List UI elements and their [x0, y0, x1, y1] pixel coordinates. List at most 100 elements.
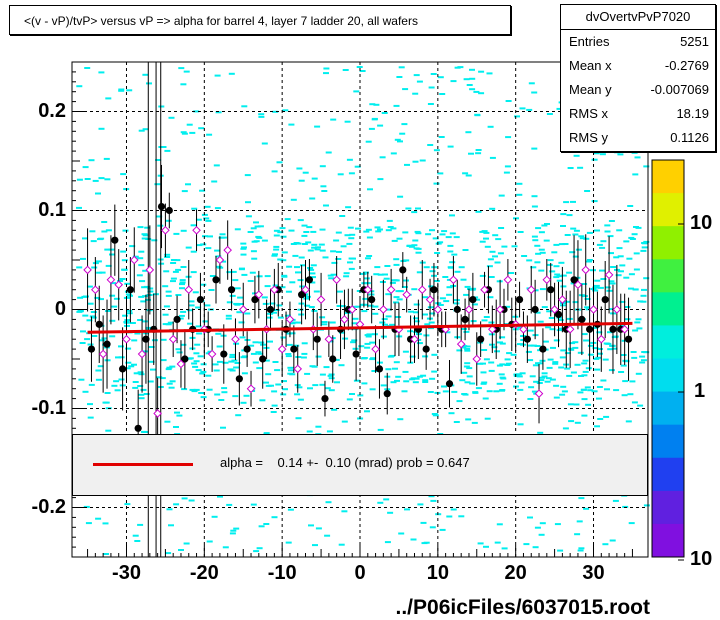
heatmap-cell	[226, 301, 233, 304]
point-open	[495, 305, 505, 314]
heatmap-cell	[377, 273, 384, 276]
heatmap-cell	[591, 390, 598, 393]
heatmap-cell	[164, 253, 171, 256]
heatmap-cell	[80, 257, 86, 260]
heatmap-cell	[233, 342, 240, 345]
point-filled	[352, 350, 360, 358]
heatmap-cell	[497, 341, 503, 344]
point-filled	[251, 296, 259, 304]
heatmap-cell	[590, 269, 596, 272]
heatmap-cell	[294, 266, 300, 269]
heatmap-cell	[279, 286, 286, 289]
heatmap-cell	[412, 92, 419, 95]
point-open	[332, 275, 341, 285]
point-filled	[142, 335, 150, 343]
heatmap-cell	[422, 296, 429, 299]
palette-segment	[652, 259, 684, 293]
heatmap-cell	[229, 369, 236, 372]
heatmap-cell	[504, 364, 511, 366]
heatmap-cell	[180, 310, 187, 313]
point-filled	[422, 345, 430, 353]
heatmap-cell	[140, 300, 147, 303]
heatmap-cell	[463, 365, 470, 368]
heatmap-cell	[456, 349, 463, 352]
heatmap-cell	[446, 293, 453, 296]
heatmap-cell	[206, 540, 213, 543]
heatmap-cell	[343, 272, 350, 275]
heatmap-cell	[229, 353, 236, 356]
heatmap-cell	[412, 381, 419, 384]
heatmap-cell	[331, 408, 338, 411]
heatmap-cell	[215, 111, 222, 114]
heatmap-cell	[363, 277, 370, 280]
heatmap-cell	[148, 360, 155, 363]
heatmap-cell	[387, 511, 394, 514]
heatmap-cell	[274, 369, 281, 372]
heatmap-cell	[190, 224, 197, 227]
heatmap-cell	[488, 276, 495, 278]
heatmap-cell	[409, 355, 416, 358]
heatmap-cell	[168, 524, 174, 527]
heatmap-cell	[396, 237, 403, 240]
heatmap-cell	[584, 190, 591, 192]
heatmap-cell	[309, 272, 316, 275]
heatmap-cell	[586, 259, 593, 261]
heatmap-cell	[549, 270, 556, 273]
point-open	[596, 334, 606, 344]
heatmap-cell	[282, 388, 288, 391]
heatmap-cell	[483, 231, 490, 234]
heatmap-cell	[393, 258, 400, 261]
heatmap-cell	[263, 432, 270, 435]
heatmap-cell	[203, 217, 210, 220]
heatmap-cell	[348, 172, 355, 175]
heatmap-cell	[147, 290, 154, 293]
heatmap-cell	[92, 179, 99, 182]
point-open	[340, 315, 349, 324]
heatmap-cell	[439, 93, 446, 95]
heatmap-cell	[382, 323, 388, 326]
point-open	[129, 255, 139, 265]
heatmap-cell	[124, 319, 131, 322]
point-filled	[609, 325, 617, 333]
y-tick-label: -0.1	[31, 396, 66, 419]
heatmap-cell	[482, 397, 489, 400]
heatmap-cell	[431, 353, 438, 356]
heatmap-cell	[323, 67, 330, 70]
heatmap-cell	[466, 375, 473, 378]
heatmap-cell	[402, 370, 409, 373]
stats-row-rms-x: RMS x 18.19	[561, 102, 715, 126]
heatmap-cell	[76, 178, 83, 181]
point-filled	[126, 286, 134, 294]
heatmap-cell	[186, 309, 193, 312]
heatmap-cell	[301, 224, 308, 227]
fit-line	[87, 321, 633, 334]
heatmap-cell	[298, 256, 305, 259]
heatmap-cell	[168, 116, 175, 119]
heatmap-cell	[219, 233, 226, 236]
point-filled	[368, 296, 376, 304]
point-open	[565, 324, 575, 334]
heatmap-cell	[413, 317, 419, 320]
heatmap-cell	[140, 388, 147, 391]
point-filled	[165, 206, 173, 215]
heatmap-cell	[306, 226, 313, 229]
heatmap-cell	[464, 381, 471, 384]
heatmap-cell	[474, 298, 481, 301]
y-tick-label: -0.2	[31, 495, 66, 518]
heatmap-cell	[336, 305, 343, 307]
heatmap-cell	[533, 380, 540, 383]
heatmap-cell	[594, 425, 600, 428]
heatmap-cell	[576, 520, 583, 523]
heatmap-cell	[560, 213, 567, 216]
heatmap-cell	[428, 321, 435, 324]
heatmap-cell	[398, 66, 405, 69]
point-filled	[173, 315, 181, 323]
heatmap-cell	[178, 67, 185, 70]
stats-panel: dvOvertvPvP7020 Entries 5251 Mean x -0.2…	[560, 4, 716, 152]
heatmap-cell	[170, 259, 177, 261]
point-open	[464, 305, 474, 314]
heatmap-cell	[398, 532, 405, 535]
heatmap-cell	[250, 250, 257, 253]
heatmap-cell	[371, 333, 378, 336]
palette-segment	[652, 523, 684, 558]
